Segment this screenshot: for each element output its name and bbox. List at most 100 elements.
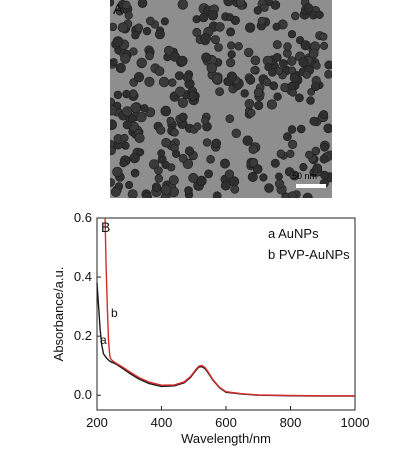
- nanoparticle: [296, 124, 306, 134]
- nanoparticle: [272, 22, 281, 31]
- nanoparticle: [120, 133, 129, 143]
- nanoparticle: [220, 158, 231, 169]
- nanoparticle: [160, 105, 172, 117]
- nanoparticle: [319, 110, 329, 119]
- nanoparticle: [145, 51, 154, 61]
- nanoparticle: [311, 146, 321, 156]
- nanoparticle: [287, 125, 297, 134]
- nanoparticle: [122, 89, 131, 99]
- nanoparticle: [166, 116, 175, 125]
- nanoparticle: [223, 0, 234, 7]
- nanoparticle: [309, 116, 319, 126]
- axis-ticks: 200 400 600 800 1000 0.0 0.2 0.4 0.6: [74, 210, 370, 430]
- nanoparticle: [130, 168, 140, 178]
- nanoparticle: [266, 99, 277, 110]
- nanoparticle: [110, 0, 115, 7]
- nanoparticle: [136, 57, 147, 69]
- absorbance-chart: 200 400 600 800 1000 0.0 0.2 0.4 0.6 B a AuNPs b…: [51, 210, 370, 446]
- nanoparticle: [257, 16, 266, 26]
- nanoparticle: [226, 27, 236, 37]
- nanoparticle: [178, 153, 188, 163]
- nanoparticle: [110, 119, 117, 130]
- nanoparticle: [192, 27, 202, 37]
- nanoparticle: [247, 108, 256, 117]
- nanoparticle: [214, 43, 223, 52]
- nanoparticle: [312, 163, 323, 174]
- nanoparticle: [289, 73, 300, 84]
- nanoparticle: [161, 137, 171, 148]
- nanoparticle: [225, 57, 236, 68]
- x-tick-label: 1000: [341, 415, 370, 430]
- nanoparticle: [204, 169, 213, 179]
- nanoparticle: [294, 93, 304, 103]
- nanoparticle: [305, 150, 314, 159]
- nanoparticle: [178, 112, 188, 122]
- nanoparticle: [225, 13, 234, 22]
- nanoparticle: [298, 57, 309, 68]
- nanoparticle: [323, 123, 332, 134]
- nanoparticle: [177, 97, 188, 108]
- nanoparticle: [224, 169, 235, 179]
- nanoparticle: [276, 149, 286, 159]
- nanoparticle: [168, 78, 177, 87]
- nanoparticle: [145, 16, 155, 26]
- nanoparticle: [142, 27, 152, 36]
- nanoparticle: [320, 41, 329, 50]
- nanoparticle: [136, 111, 147, 123]
- nanoparticle: [286, 149, 295, 158]
- nanoparticle: [170, 128, 179, 137]
- legend-entry-a: a AuNPs: [268, 226, 319, 241]
- nanoparticle: [275, 67, 284, 76]
- nanoparticle: [240, 89, 249, 98]
- nanoparticle: [248, 144, 258, 155]
- nanoparticle: [302, 70, 311, 79]
- nanoparticle: [140, 104, 149, 113]
- series-line-a: [96, 282, 355, 397]
- nanoparticle: [291, 11, 300, 21]
- scale-bar-label: 50 nm: [292, 171, 318, 181]
- nanoparticle: [273, 92, 282, 101]
- nanoparticle: [193, 122, 202, 131]
- nanoparticle: [207, 10, 219, 21]
- nanoparticle: [272, 40, 282, 50]
- nanoparticle: [244, 99, 255, 109]
- nanoparticle: [117, 22, 128, 33]
- nanoparticle: [231, 128, 242, 139]
- y-tick-label: 0.4: [74, 269, 92, 284]
- nanoparticle: [110, 97, 115, 107]
- nanoparticle: [154, 29, 165, 40]
- nanoparticle: [144, 76, 155, 87]
- nanoparticle: [187, 91, 198, 101]
- nanoparticle: [324, 60, 332, 70]
- nanoparticle: [129, 152, 140, 164]
- nanoparticle: [121, 0, 131, 10]
- nanoparticle: [211, 138, 222, 149]
- nanoparticle: [125, 181, 134, 190]
- nanoparticle: [210, 35, 220, 45]
- nanoparticle: [174, 71, 184, 81]
- nanoparticle: [220, 180, 231, 191]
- nanoparticle: [211, 73, 223, 85]
- nanoparticle: [289, 88, 297, 97]
- nanoparticle: [115, 62, 126, 74]
- nanoparticle: [319, 154, 329, 164]
- nanoparticle: [110, 146, 116, 156]
- nanoparticle: [113, 90, 123, 100]
- nanoparticle: [300, 40, 311, 51]
- nanoparticle: [154, 174, 163, 183]
- nanoparticle: [245, 75, 256, 85]
- curve-label-b: b: [111, 306, 118, 320]
- nanoparticle: [134, 23, 144, 33]
- nanoparticle: [250, 66, 259, 75]
- tem-image: [110, 0, 332, 198]
- x-tick-label: 600: [215, 415, 237, 430]
- x-tick-label: 400: [151, 415, 173, 430]
- nanoparticle: [259, 173, 268, 182]
- nanoparticle: [315, 10, 324, 19]
- nanoparticle: [269, 81, 279, 91]
- nanoparticle: [227, 50, 236, 59]
- nanoparticle: [288, 66, 296, 75]
- nanoparticle: [184, 186, 193, 195]
- nanoparticle: [206, 62, 218, 74]
- y-tick-label: 0.2: [74, 328, 92, 343]
